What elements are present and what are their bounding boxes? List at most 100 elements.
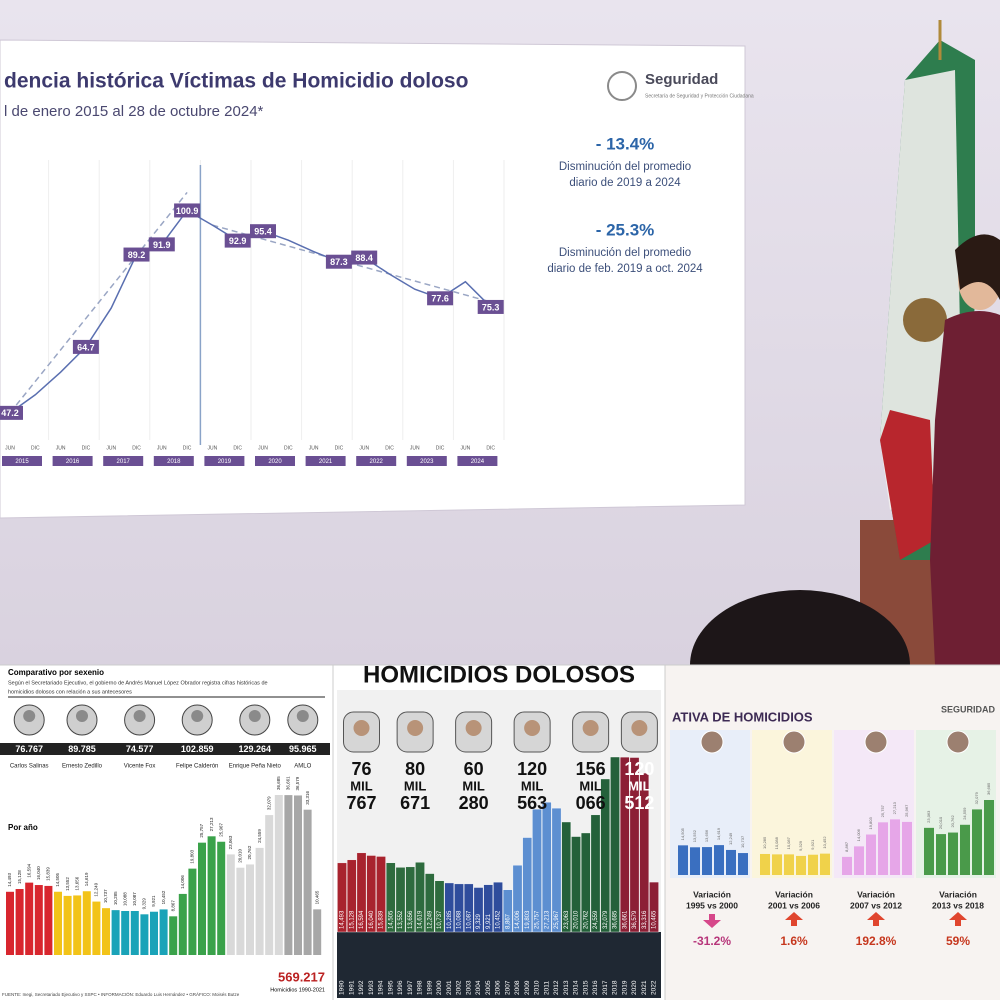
x-tick-label: JUN bbox=[157, 445, 167, 451]
bar bbox=[34, 885, 43, 955]
bar-label: 36,685 bbox=[276, 776, 281, 790]
variation-value: 1.6% bbox=[780, 934, 808, 948]
bar bbox=[808, 854, 818, 875]
headshot-face bbox=[133, 710, 146, 722]
sexenio-name: AMLO bbox=[294, 764, 311, 770]
year-label: 1992 bbox=[358, 980, 365, 995]
year-label: 2000 bbox=[436, 980, 443, 995]
bar-label: 20,762 bbox=[583, 910, 589, 929]
bar-label: 13,552 bbox=[692, 829, 697, 842]
year-label: 1994 bbox=[378, 980, 385, 995]
sexenio-name: Vicente Fox bbox=[124, 764, 156, 770]
value-label-box bbox=[123, 247, 150, 262]
bar-label: 9,921 bbox=[486, 913, 492, 929]
sexenio-total: 767 bbox=[346, 793, 376, 813]
bar-label: 16,594 bbox=[26, 863, 31, 877]
variation-title: Variación bbox=[693, 889, 731, 899]
year-box bbox=[103, 456, 144, 466]
sexenio-total: 74.577 bbox=[126, 744, 154, 754]
variation-period: 2001 vs 2006 bbox=[768, 900, 820, 910]
headshot-face bbox=[582, 720, 599, 736]
bar bbox=[649, 881, 659, 933]
bar bbox=[902, 821, 912, 875]
variation-period: 1995 vs 2000 bbox=[686, 900, 738, 910]
year-label: 2005 bbox=[485, 980, 492, 995]
variation-arrow bbox=[949, 912, 967, 926]
year-label: 2011 bbox=[543, 981, 550, 995]
bar-label: 32,079 bbox=[974, 791, 979, 804]
bar-label: 25,967 bbox=[554, 910, 560, 929]
value-label: 88.4 bbox=[355, 253, 373, 263]
stat-value: - 25.3% bbox=[596, 220, 655, 239]
bar bbox=[82, 891, 91, 955]
sexenio-total: 89.785 bbox=[68, 744, 96, 754]
value-label: 100.9 bbox=[176, 206, 199, 216]
x-tick-label: DIC bbox=[183, 445, 192, 451]
bar bbox=[337, 862, 347, 933]
year-label: 1993 bbox=[368, 980, 375, 995]
bar bbox=[796, 855, 806, 875]
bar bbox=[415, 862, 425, 933]
headshot-face bbox=[465, 720, 482, 736]
bar-label: 16,040 bbox=[36, 866, 41, 880]
bar bbox=[610, 756, 620, 933]
bar bbox=[236, 867, 245, 955]
bar-label: 20,010 bbox=[938, 816, 943, 829]
value-label: 64.7 bbox=[77, 342, 95, 352]
bar-label: 23,063 bbox=[564, 910, 570, 929]
sexenio-total: 120 bbox=[517, 759, 547, 779]
bar-label: 9,329 bbox=[476, 913, 482, 929]
year-box bbox=[255, 456, 295, 466]
year-label: 1997 bbox=[407, 980, 414, 995]
bar bbox=[473, 887, 484, 933]
left-total: 569.217 bbox=[278, 969, 325, 984]
bar-label: 14,493 bbox=[340, 910, 346, 929]
bar-label: 25,967 bbox=[904, 804, 909, 817]
bar-label: 10,737 bbox=[103, 889, 108, 903]
bar-label: 19,803 bbox=[868, 817, 873, 830]
bar-label: 14,619 bbox=[84, 872, 89, 886]
bar-label: 10,088 bbox=[457, 910, 463, 929]
stat-text: diario de 2019 a 2024 bbox=[569, 177, 681, 189]
stat-text: Disminución del promedio bbox=[559, 161, 691, 173]
bar bbox=[463, 883, 474, 933]
sexenio-total: 512 bbox=[624, 793, 654, 813]
value-label-box bbox=[477, 299, 504, 314]
right-logo: SEGURIDAD bbox=[941, 704, 996, 714]
left-text: Según el Secretariado Ejecutivo, el gobi… bbox=[8, 680, 268, 686]
stat-text: diario de feb. 2019 a oct. 2024 bbox=[547, 263, 703, 275]
bar bbox=[395, 867, 406, 933]
x-tick-label: DIC bbox=[31, 445, 40, 451]
bar-label: 33,316 bbox=[642, 910, 648, 929]
bar bbox=[217, 841, 226, 955]
value-label-box bbox=[0, 405, 23, 420]
bar bbox=[140, 914, 149, 955]
x-tick-label: DIC bbox=[385, 445, 394, 451]
stat-text: Disminución del promedio bbox=[559, 247, 691, 259]
bar-label: 10,285 bbox=[447, 910, 453, 929]
variation-period: 2013 vs 2018 bbox=[932, 900, 984, 910]
year-label: 2018 bbox=[167, 459, 181, 465]
year-label: 2004 bbox=[475, 980, 482, 995]
value-label-box bbox=[351, 250, 378, 265]
year-label: 2017 bbox=[602, 980, 609, 995]
bar bbox=[639, 772, 650, 933]
year-label: 2006 bbox=[495, 980, 502, 995]
bar-label: 10,285 bbox=[113, 891, 118, 905]
bar bbox=[760, 853, 770, 875]
year-label: 2018 bbox=[612, 980, 619, 995]
headshot-face bbox=[76, 710, 88, 722]
x-tick-label: JUN bbox=[359, 445, 369, 451]
bar-label: 25,757 bbox=[199, 823, 204, 837]
bar bbox=[522, 837, 533, 933]
bar-label: 36,661 bbox=[286, 776, 291, 790]
headshot-face bbox=[296, 710, 309, 722]
bar-label: 32,079 bbox=[266, 796, 271, 810]
bar bbox=[294, 795, 302, 955]
bar bbox=[483, 884, 494, 933]
bar bbox=[820, 853, 830, 875]
bar bbox=[541, 801, 552, 933]
bar-label: 10,285 bbox=[762, 836, 767, 849]
sexenio-total: 156 bbox=[576, 759, 606, 779]
bar bbox=[130, 911, 139, 955]
